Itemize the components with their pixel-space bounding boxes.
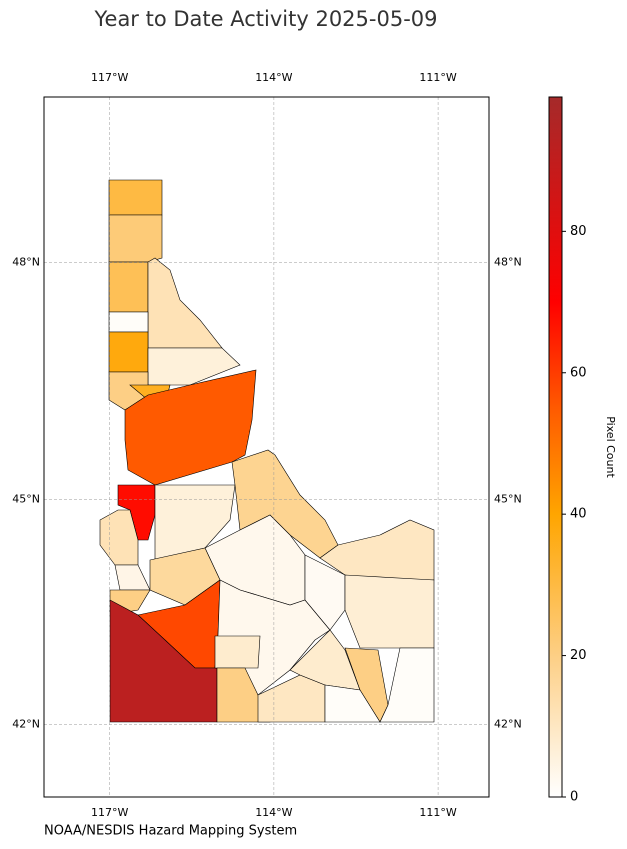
county (304, 554, 346, 631)
colorbar-tick-label: 20 (570, 648, 587, 663)
colorbar (548, 96, 563, 798)
x-tick-label-bottom: 111°W (419, 806, 456, 819)
county (344, 574, 435, 649)
x-tick-label-top: 111°W (419, 71, 456, 84)
county (108, 261, 149, 313)
colorbar-tick-label: 60 (570, 365, 587, 380)
county (379, 647, 435, 723)
colorbar-tick-label: 40 (570, 507, 587, 522)
county (99, 509, 139, 566)
x-tick-label-top: 117°W (91, 71, 128, 84)
county (214, 635, 261, 669)
county (108, 331, 149, 373)
colorbar-label: Pixel Count (604, 416, 617, 478)
x-tick-label-bottom: 114°W (255, 806, 292, 819)
county (154, 484, 236, 561)
county (114, 564, 151, 591)
map-title: Year to Date Activity 2025-05-09 (93, 7, 437, 31)
x-tick-label-top: 114°W (255, 71, 292, 84)
county (108, 311, 149, 333)
colorbar-tick-label: 0 (570, 790, 578, 805)
y-tick-label-right: 45°N (494, 493, 522, 506)
y-tick-label-right: 48°N (494, 256, 522, 269)
y-tick-label-left: 48°N (12, 256, 40, 269)
county (108, 179, 163, 216)
colorbar-tick-label: 80 (570, 224, 587, 239)
county (124, 369, 257, 486)
y-tick-label-right: 42°N (494, 717, 522, 730)
county (108, 214, 163, 263)
map-frame (43, 96, 490, 798)
county (109, 599, 218, 723)
y-tick-label-left: 42°N (12, 717, 40, 730)
x-tick-label-bottom: 117°W (91, 806, 128, 819)
county (147, 257, 223, 349)
source-label: NOAA/NESDIS Hazard Mapping System (44, 824, 297, 839)
y-tick-label-left: 45°N (12, 493, 40, 506)
